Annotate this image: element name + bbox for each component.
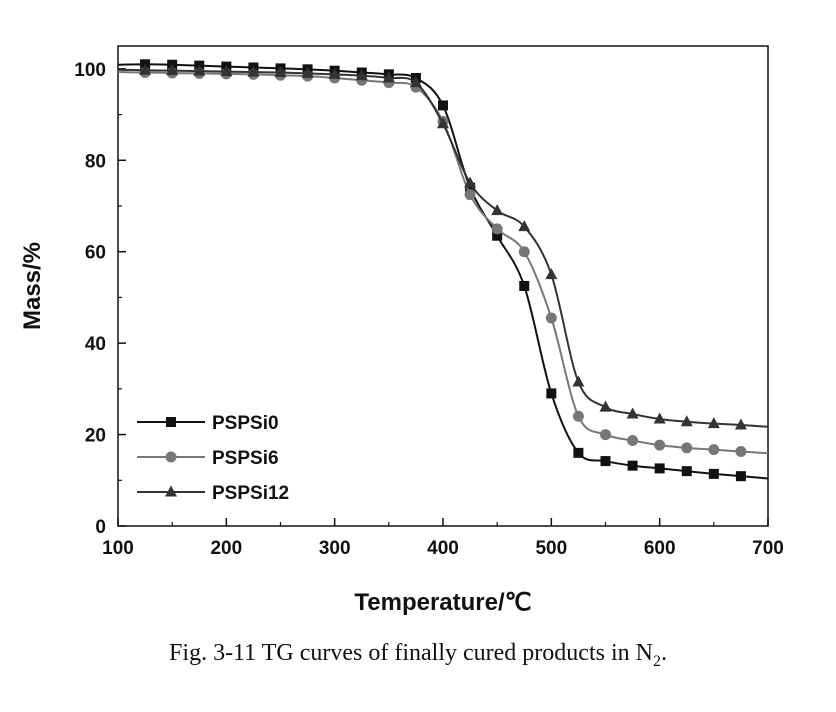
data-point — [654, 439, 666, 451]
tg-chart: 100 200 300 400 500 600 700 0 20 40 60 80 100 PSPSi… — [19, 45, 784, 616]
data-point — [735, 471, 746, 482]
data-point — [680, 415, 693, 427]
data-point — [220, 65, 233, 77]
data-point — [735, 445, 747, 457]
caption-text: Fig. 3-11 TG curves of finally cured pro… — [169, 640, 653, 666]
data-point — [627, 460, 638, 471]
x-axis: 100 200 300 400 500 600 700 — [102, 518, 784, 559]
legend-label: PSPSi0 — [212, 413, 279, 434]
data-point — [518, 246, 530, 258]
data-point — [600, 456, 611, 467]
legend-marker — [166, 417, 176, 427]
caption-subscript: 2 — [652, 652, 661, 670]
legend-label: PSPSi12 — [212, 483, 289, 504]
legend-marker — [165, 485, 177, 497]
figure-caption: Fig. 3-11 TG curves of finally cured pro… — [0, 640, 836, 671]
x-tick-label: 600 — [644, 538, 676, 559]
data-point — [328, 67, 341, 79]
data-point — [708, 444, 720, 456]
data-point — [546, 388, 557, 399]
data-point — [599, 400, 612, 412]
data-point — [681, 466, 692, 477]
y-tick-label: 0 — [95, 517, 106, 538]
data-point — [600, 429, 611, 441]
legend: PSPSi0 PSPSi6 PSPSi12 — [137, 413, 289, 504]
data-point — [274, 66, 287, 78]
y-tick-label: 80 — [85, 151, 106, 172]
legend-label: PSPSi6 — [212, 448, 279, 469]
data-point — [627, 435, 639, 447]
data-point — [545, 312, 557, 324]
data-point — [519, 281, 530, 291]
data-point — [166, 64, 179, 76]
series-layer — [117, 59, 769, 482]
data-point — [409, 76, 422, 88]
x-tick-label: 300 — [319, 538, 351, 559]
x-tick-label: 200 — [210, 538, 242, 559]
y-tick-label: 60 — [85, 243, 106, 264]
data-point — [545, 268, 558, 280]
data-point — [626, 407, 639, 419]
data-point — [681, 442, 693, 454]
data-point — [464, 176, 477, 188]
data-point — [193, 64, 206, 76]
data-point — [653, 412, 666, 424]
data-point — [301, 66, 314, 78]
data-point — [139, 63, 152, 75]
data-point — [247, 65, 260, 77]
x-tick-label: 100 — [102, 538, 134, 559]
data-point — [465, 182, 476, 193]
data-point — [518, 220, 531, 232]
data-point — [437, 117, 449, 129]
data-point — [572, 375, 585, 387]
data-point — [491, 204, 504, 216]
data-point — [707, 417, 720, 429]
data-point — [438, 100, 448, 111]
x-axis-title: Temperature/℃ — [354, 589, 531, 616]
x-tick-label: 500 — [535, 538, 567, 559]
data-point — [382, 71, 395, 83]
series-PSPSi12 — [117, 63, 769, 430]
legend-marker — [165, 451, 177, 463]
y-tick-label: 100 — [74, 60, 106, 81]
data-point — [492, 230, 503, 241]
data-point — [734, 418, 747, 430]
data-point — [464, 189, 476, 201]
data-point — [654, 463, 665, 474]
data-point — [572, 410, 584, 422]
data-point — [708, 468, 719, 479]
data-point — [355, 69, 368, 81]
x-tick-label: 700 — [752, 538, 784, 559]
y-axis: 0 20 40 60 80 100 — [74, 60, 126, 538]
y-tick-label: 40 — [85, 334, 106, 355]
series-line — [117, 71, 769, 455]
y-tick-label: 20 — [85, 426, 106, 447]
y-axis-title: Mass/% — [19, 242, 46, 330]
caption-suffix: . — [660, 640, 667, 666]
data-point — [573, 447, 584, 458]
x-tick-label: 400 — [427, 538, 459, 559]
data-point — [491, 223, 503, 235]
